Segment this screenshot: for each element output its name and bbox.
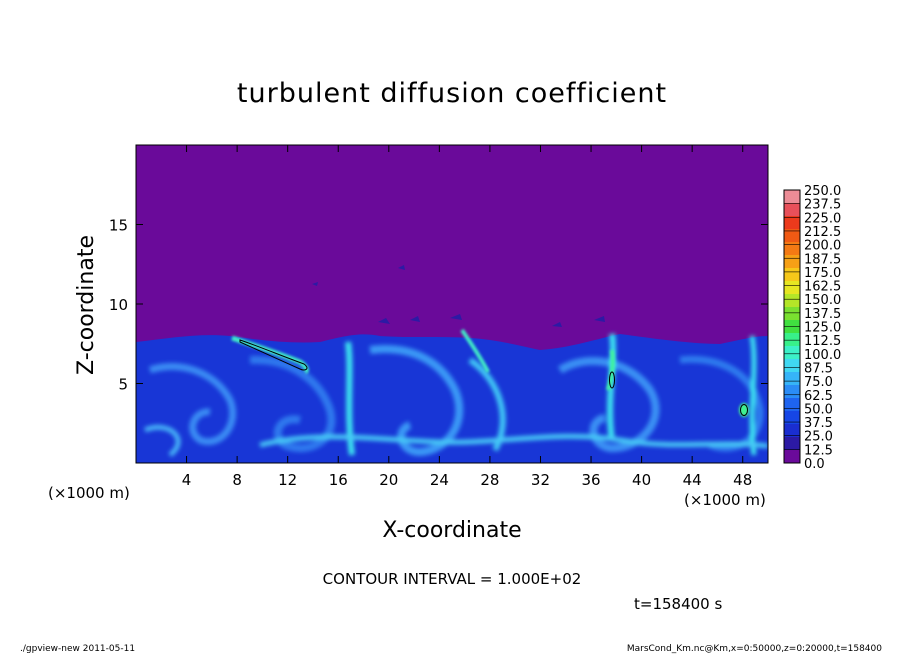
colorbar-swatch: [784, 346, 800, 359]
colorbar-label: 162.5: [804, 280, 841, 295]
upper-patches: [312, 265, 605, 327]
x-tick-label: 20: [379, 471, 398, 489]
x-axis-ticks: 4 8 12 16 20 24 28 32 36 40 44 48: [182, 145, 752, 489]
colorbar-swatch: [784, 190, 800, 203]
colorbar-label: 50.0: [804, 402, 833, 417]
colorbar-swatch: [784, 255, 800, 268]
colorbar-swatch: [784, 333, 800, 346]
colorbar-swatch: [784, 437, 800, 450]
colorbar-label: 150.0: [804, 293, 841, 308]
eddy-center: [369, 345, 464, 457]
time-label: t=158400 s: [634, 595, 722, 613]
colorbar-label: 0.0: [804, 457, 825, 472]
x-unit-right: (×1000 m): [684, 491, 766, 509]
colorbar-label: 112.5: [804, 334, 841, 349]
x-tick-label: 16: [329, 471, 348, 489]
colorbar-label: 125.0: [804, 321, 841, 336]
colorbar-label: 200.0: [804, 239, 841, 254]
shear-filament-3: [606, 349, 615, 391]
colorbar-swatch: [784, 359, 800, 372]
eddy-left-2: [144, 424, 181, 457]
colorbar-label: 212.5: [804, 225, 841, 240]
y-axis-ticks: 5 10 15: [109, 217, 768, 394]
eddy-right-2: [679, 355, 764, 452]
colorbar-swatch: [784, 203, 800, 216]
colorbar-label: 62.5: [804, 389, 833, 404]
colorbar-swatch: [784, 450, 800, 463]
colorbar-swatch: [784, 424, 800, 437]
colorbar-label: 225.0: [804, 211, 841, 226]
colorbar-label: 25.0: [804, 430, 833, 445]
colorbar-swatch: [784, 216, 800, 229]
y-tick-label: 15: [109, 217, 128, 235]
x-tick-label: 40: [632, 471, 651, 489]
y-tick-label: 10: [109, 296, 128, 314]
eddy-left: [148, 363, 237, 446]
colorbar-label: 12.5: [804, 443, 833, 458]
plume-1: [345, 341, 355, 456]
colorbar-swatch: [784, 385, 800, 398]
colorbar-swatch: [784, 281, 800, 294]
x-tick-label: 12: [278, 471, 297, 489]
chart-title: turbulent diffusion coefficient: [237, 78, 667, 109]
colorbar: 0.012.525.037.550.062.575.087.5100.0112.…: [783, 184, 841, 472]
x-tick-label: 32: [531, 471, 550, 489]
colorbar-label: 237.5: [804, 198, 841, 213]
y-axis-label: Z-coordinate: [74, 235, 99, 375]
colorbar-label: 137.5: [804, 307, 841, 322]
contour-line-3: [740, 404, 748, 416]
colorbar-swatch: [784, 268, 800, 281]
colorbar-label: 87.5: [804, 361, 833, 376]
colorbar-swatch: [784, 294, 800, 307]
colorbar-swatch: [784, 372, 800, 385]
x-tick-label: 8: [232, 471, 242, 489]
colorbar-label: 37.5: [804, 416, 833, 431]
x-axis-label: X-coordinate: [382, 518, 521, 543]
colorbar-swatch: [784, 307, 800, 320]
x-tick-label: 4: [182, 471, 192, 489]
x-tick-label: 48: [733, 471, 752, 489]
colorbar-swatch: [784, 242, 800, 255]
footer-left: ./gpview-new 2011-05-11: [20, 644, 135, 654]
lower-band: [259, 433, 768, 449]
footer-right: MarsCond_Km.nc@Km,x=0:50000,z=0:20000,t=…: [627, 644, 882, 654]
contour-interval: CONTOUR INTERVAL = 1.000E+02: [323, 570, 582, 588]
contour-line-1: [239, 339, 308, 371]
colorbar-label: 250.0: [804, 184, 841, 199]
colorbar-label: 175.0: [804, 266, 841, 281]
colorbar-swatch: [784, 411, 800, 424]
contour-line-2: [609, 371, 615, 389]
x-unit-left: (×1000 m): [48, 484, 130, 502]
y-tick-label: 5: [118, 376, 128, 394]
colorbar-swatch: [784, 229, 800, 242]
shear-filament-2: [460, 328, 490, 373]
x-tick-label: 36: [581, 471, 600, 489]
x-tick-label: 24: [430, 471, 449, 489]
plot-area: [136, 145, 768, 463]
x-tick-label: 28: [480, 471, 499, 489]
colorbar-swatch: [784, 398, 800, 411]
colorbar-label: 100.0: [804, 348, 841, 363]
colorbar-label: 75.0: [804, 375, 833, 390]
x-tick-label: 44: [683, 471, 702, 489]
colorbar-label: 187.5: [804, 252, 841, 267]
plume-3: [749, 335, 757, 456]
